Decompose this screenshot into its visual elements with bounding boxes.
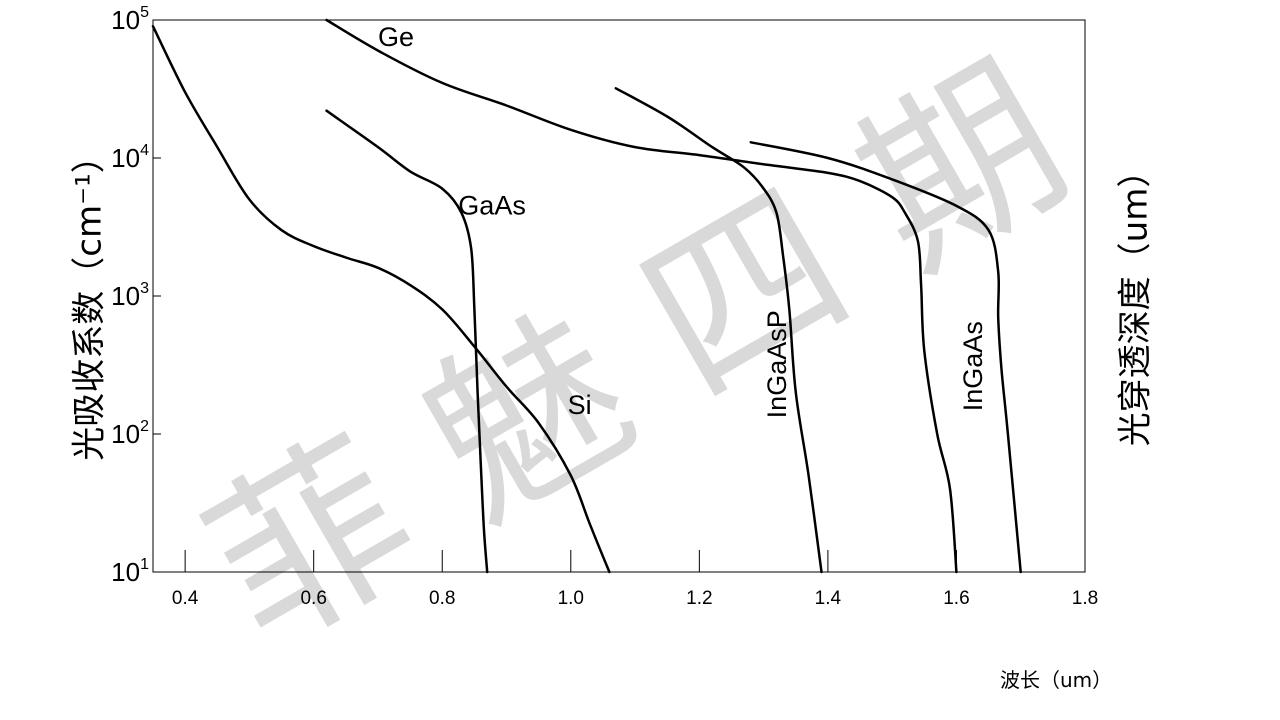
series-label-si: Si: [568, 390, 592, 420]
series-label-ingaasp: InGaAsP: [762, 310, 792, 418]
x-axis-label: 波长（um）: [1000, 668, 1113, 692]
y-axis-label-left: 光吸收系数（cm⁻¹）: [69, 139, 110, 461]
x-tick-label: 0.6: [300, 588, 326, 609]
y-tick-label: 104: [111, 142, 149, 173]
y-tick-label: 101: [111, 556, 149, 587]
x-tick-label: 1.8: [1072, 588, 1098, 609]
series-lines: [151, 18, 1022, 574]
series-label-gaas: GaAs: [458, 190, 526, 220]
x-tick-label: 1.4: [815, 588, 842, 609]
series-line-gaas: [325, 109, 489, 574]
series-line-si: [151, 25, 611, 574]
series-line-ge: [325, 18, 958, 574]
y-axis-label-right: 光穿透深度（um）: [1115, 153, 1156, 447]
series-label-ge: Ge: [378, 22, 414, 52]
y-tick-label: 105: [111, 4, 149, 35]
series-line-ingaasp: [614, 87, 823, 574]
axis-ticks: 0.4 0.6 0.8 1.0 1.2 1.4 1.6 1.8 101 102 103 104 105: [111, 4, 1098, 609]
series-line-ingaas: [749, 141, 1022, 574]
series-labels: Si Ge GaAs InGaAsP InGaAs: [378, 22, 988, 420]
x-tick-label: 0.8: [429, 588, 455, 609]
y-tick-label: 102: [111, 418, 149, 449]
y-tick-label: 103: [111, 280, 149, 311]
series-label-ingaas: InGaAs: [958, 321, 988, 411]
x-tick-label: 1.6: [943, 588, 969, 609]
x-tick-label: 1.2: [686, 588, 712, 609]
x-tick-label: 0.4: [172, 588, 199, 609]
x-tick-label: 1.0: [558, 588, 584, 609]
